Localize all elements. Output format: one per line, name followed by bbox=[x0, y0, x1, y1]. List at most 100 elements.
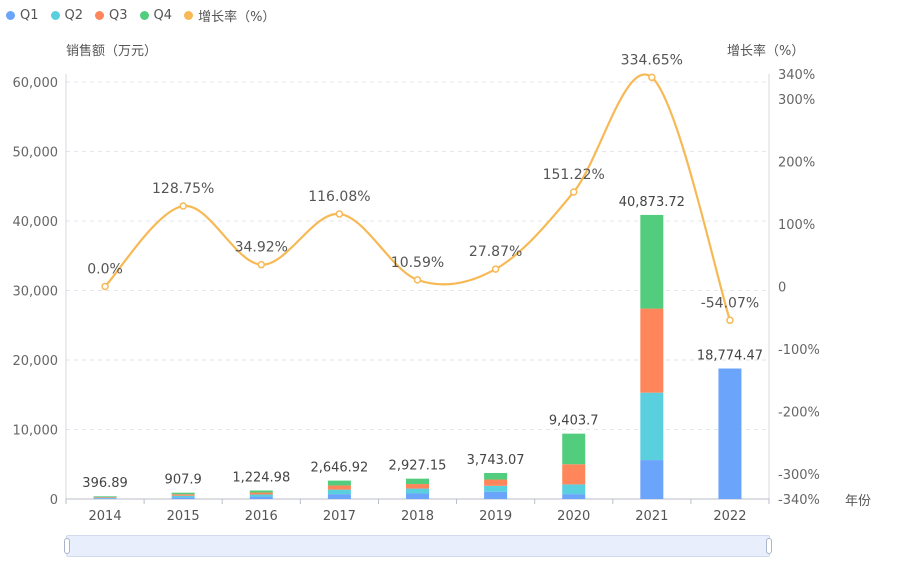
growth-label: 34.92% bbox=[235, 240, 288, 256]
growth-point bbox=[726, 316, 734, 325]
right-tick-label: 100% bbox=[778, 218, 815, 233]
bar-q1 bbox=[562, 494, 586, 499]
bar-q1 bbox=[640, 460, 664, 499]
growth-label: 10.59% bbox=[391, 255, 444, 271]
legend-dot-q3 bbox=[95, 11, 105, 20]
legend-dot-q2 bbox=[50, 11, 60, 20]
legend-item-q3[interactable]: Q3 bbox=[95, 8, 128, 23]
right-tick-label: 340% bbox=[778, 68, 815, 83]
bar-total-label: 2,646.92 bbox=[310, 461, 368, 476]
bar-q4 bbox=[562, 433, 586, 465]
x-tick-label: 2021 bbox=[635, 509, 668, 524]
legend-label-q2: Q2 bbox=[64, 8, 84, 23]
left-tick-label: 60,000 bbox=[13, 76, 59, 91]
bar-q4 bbox=[171, 492, 195, 495]
bar-q4 bbox=[640, 214, 664, 309]
bar-q3 bbox=[327, 485, 351, 490]
bar-q2 bbox=[327, 489, 351, 495]
x-tick-label: 2020 bbox=[557, 509, 590, 524]
legend-item-q4[interactable]: Q4 bbox=[139, 8, 173, 23]
right-tick-label: 0 bbox=[778, 281, 786, 296]
bar-q4 bbox=[327, 480, 351, 486]
data-zoom-slider[interactable] bbox=[64, 535, 772, 557]
growth-point bbox=[569, 188, 578, 196]
slider-right-handle[interactable] bbox=[766, 538, 772, 554]
bar-q3 bbox=[484, 479, 508, 486]
growth-label: 334.65% bbox=[621, 52, 683, 68]
right-axis-title: 增长率（%） bbox=[727, 44, 805, 59]
legend-item-growth[interactable]: 增长率（%） bbox=[184, 6, 275, 25]
bar-q3 bbox=[171, 494, 195, 496]
growth-point bbox=[491, 265, 500, 273]
bar-total-label: 396.89 bbox=[82, 476, 128, 491]
bar-q2 bbox=[562, 484, 586, 495]
bar-q4 bbox=[484, 472, 508, 480]
x-tick-label: 2016 bbox=[245, 509, 278, 524]
bar-q3 bbox=[249, 492, 273, 495]
right-tick-label: 300% bbox=[778, 93, 815, 108]
bar-q1 bbox=[406, 493, 429, 499]
bar-total-label: 2,927.15 bbox=[389, 459, 447, 474]
x-tick-label: 2018 bbox=[401, 509, 434, 524]
growth-label: -54.07% bbox=[701, 295, 759, 311]
bar-total-label: 9,403.7 bbox=[549, 414, 599, 429]
bar-total-label: 1,224.98 bbox=[232, 470, 290, 485]
bar-q3 bbox=[406, 484, 429, 489]
right-tick-label: 200% bbox=[778, 156, 815, 171]
right-tick-label: -340% bbox=[778, 493, 820, 508]
bar-q1 bbox=[718, 368, 742, 499]
bar-q4 bbox=[406, 478, 429, 485]
bar-q2 bbox=[406, 488, 429, 494]
growth-point bbox=[101, 282, 109, 291]
bar-q1 bbox=[249, 496, 273, 499]
left-axis-title: 销售额（万元） bbox=[66, 44, 158, 59]
bar-q2 bbox=[640, 392, 664, 461]
legend-label-q4: Q4 bbox=[153, 8, 173, 23]
left-tick-label: 10,000 bbox=[13, 424, 59, 439]
bar-q1 bbox=[484, 491, 508, 499]
x-tick-label: 2022 bbox=[713, 509, 746, 524]
left-tick-label: 0 bbox=[50, 493, 58, 508]
bar-q2 bbox=[93, 497, 117, 499]
legend-label-q1: Q1 bbox=[20, 8, 39, 23]
growth-label: 116.08% bbox=[308, 189, 370, 205]
growth-point bbox=[179, 202, 187, 210]
right-tick-label: -100% bbox=[778, 343, 820, 358]
growth-point bbox=[257, 260, 266, 269]
legend-dot-growth bbox=[184, 11, 194, 20]
bar-q2 bbox=[249, 494, 273, 497]
bar-q2 bbox=[171, 495, 195, 498]
growth-label: 0.0% bbox=[87, 262, 123, 278]
growth-label: 27.87% bbox=[469, 244, 522, 260]
right-tick-label: -300% bbox=[778, 468, 820, 483]
bar-total-label: 40,873.72 bbox=[619, 195, 685, 210]
chart-legend: Q1 Q2 Q3 Q4 增长率（%） bbox=[6, 6, 287, 25]
legend-label-growth: 增长率（%） bbox=[198, 10, 276, 25]
x-tick-label: 2014 bbox=[89, 509, 122, 524]
bar-total-label: 18,774.47 bbox=[697, 349, 763, 364]
right-tick-label: -200% bbox=[778, 406, 820, 421]
x-tick-label: 2017 bbox=[323, 509, 356, 524]
bar-q3 bbox=[640, 308, 664, 393]
left-tick-label: 40,000 bbox=[13, 215, 59, 230]
bar-total-label: 3,743.07 bbox=[467, 453, 525, 468]
bar-q1 bbox=[171, 497, 195, 499]
slider-left-handle[interactable] bbox=[64, 538, 70, 554]
bar-q2 bbox=[484, 485, 508, 492]
left-tick-label: 20,000 bbox=[13, 354, 59, 369]
left-tick-label: 30,000 bbox=[13, 285, 59, 300]
bar-total-label: 907.9 bbox=[165, 473, 202, 488]
growth-point bbox=[413, 276, 422, 284]
legend-item-q2[interactable]: Q2 bbox=[50, 8, 84, 23]
x-axis-title: 年份 bbox=[845, 494, 872, 509]
bar-q1 bbox=[327, 494, 351, 499]
bar-q4 bbox=[93, 496, 117, 497]
x-tick-label: 2015 bbox=[167, 509, 200, 524]
growth-point bbox=[335, 210, 344, 218]
growth-point bbox=[648, 73, 656, 82]
legend-label-q3: Q3 bbox=[109, 8, 128, 23]
legend-dot-q1 bbox=[6, 11, 15, 20]
legend-dot-q4 bbox=[139, 11, 149, 20]
legend-item-q1[interactable]: Q1 bbox=[6, 8, 39, 23]
